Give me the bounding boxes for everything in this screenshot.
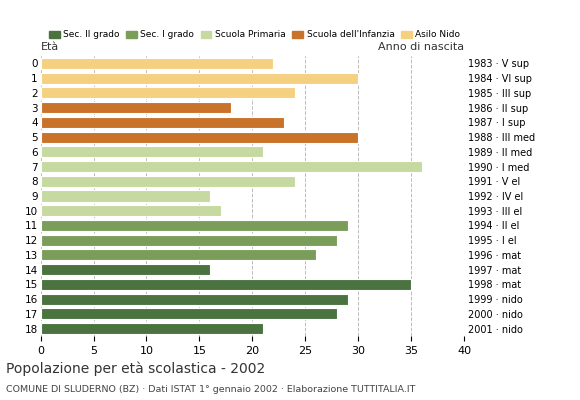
Bar <box>41 190 210 202</box>
Bar <box>41 308 337 320</box>
Bar <box>41 220 347 231</box>
Legend: Sec. II grado, Sec. I grado, Scuola Primaria, Scuola dell'Infanzia, Asilo Nido: Sec. II grado, Sec. I grado, Scuola Prim… <box>45 27 464 43</box>
Bar <box>41 205 220 216</box>
Bar <box>41 294 347 305</box>
Bar <box>41 117 284 128</box>
Text: COMUNE DI SLUDERNO (BZ) · Dati ISTAT 1° gennaio 2002 · Elaborazione TUTTITALIA.I: COMUNE DI SLUDERNO (BZ) · Dati ISTAT 1° … <box>6 385 415 394</box>
Bar <box>41 264 210 275</box>
Bar <box>41 279 411 290</box>
Bar <box>41 87 295 98</box>
Bar <box>41 132 358 142</box>
Bar <box>41 72 358 84</box>
Bar <box>41 146 263 157</box>
Bar <box>41 58 274 69</box>
Bar <box>41 250 316 260</box>
Bar <box>41 176 295 187</box>
Bar <box>41 235 337 246</box>
Bar <box>41 323 263 334</box>
Text: Popolazione per età scolastica - 2002: Popolazione per età scolastica - 2002 <box>6 362 265 376</box>
Text: Età: Età <box>41 42 59 52</box>
Bar <box>41 102 231 113</box>
Text: Anno di nascita: Anno di nascita <box>378 42 464 52</box>
Bar <box>41 161 422 172</box>
